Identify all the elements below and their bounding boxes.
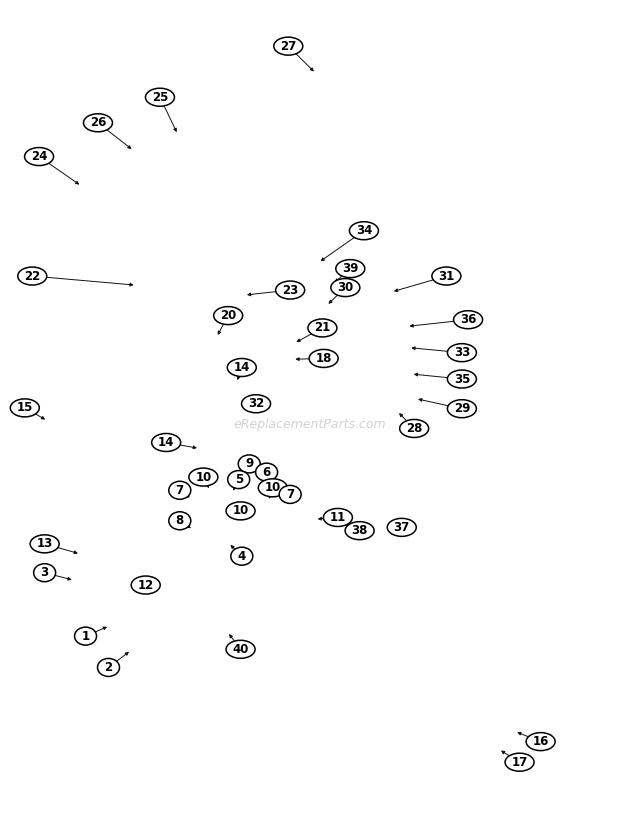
Ellipse shape (131, 576, 160, 594)
Text: 23: 23 (282, 283, 298, 297)
Text: 14: 14 (234, 361, 250, 374)
Ellipse shape (505, 753, 534, 771)
Text: 38: 38 (352, 524, 368, 537)
Ellipse shape (331, 279, 360, 297)
Ellipse shape (33, 564, 56, 582)
Ellipse shape (25, 147, 53, 166)
Text: 22: 22 (24, 269, 40, 283)
Ellipse shape (231, 547, 253, 565)
Ellipse shape (214, 307, 242, 325)
Text: 8: 8 (175, 514, 184, 527)
Ellipse shape (189, 468, 218, 486)
Ellipse shape (308, 319, 337, 337)
Ellipse shape (274, 37, 303, 55)
Text: 33: 33 (454, 346, 470, 359)
Text: 10: 10 (232, 504, 249, 517)
Ellipse shape (30, 535, 59, 553)
Text: 13: 13 (37, 537, 53, 550)
Ellipse shape (400, 419, 428, 438)
Text: 6: 6 (262, 466, 271, 479)
Text: 14: 14 (158, 436, 174, 449)
Ellipse shape (169, 512, 191, 530)
Ellipse shape (11, 399, 39, 417)
Text: 12: 12 (138, 578, 154, 592)
Text: 36: 36 (460, 313, 476, 326)
Ellipse shape (448, 400, 476, 418)
Text: 3: 3 (40, 566, 49, 579)
Ellipse shape (276, 281, 304, 299)
Text: 40: 40 (232, 643, 249, 656)
Text: 31: 31 (438, 269, 454, 283)
Ellipse shape (226, 640, 255, 658)
Text: 2: 2 (104, 661, 113, 674)
Ellipse shape (309, 349, 338, 368)
Text: 10: 10 (265, 481, 281, 494)
Ellipse shape (238, 455, 260, 473)
Ellipse shape (336, 260, 365, 278)
Ellipse shape (18, 267, 46, 285)
Text: 20: 20 (220, 309, 236, 322)
Text: 15: 15 (17, 401, 33, 414)
Text: 37: 37 (394, 521, 410, 534)
Text: 17: 17 (512, 756, 528, 769)
Text: 35: 35 (454, 372, 470, 386)
Ellipse shape (226, 502, 255, 520)
Ellipse shape (388, 518, 416, 536)
Ellipse shape (228, 471, 250, 489)
Text: 21: 21 (314, 321, 330, 335)
Text: 11: 11 (330, 511, 346, 524)
Ellipse shape (255, 463, 278, 481)
Text: 32: 32 (248, 397, 264, 410)
Text: 4: 4 (237, 550, 246, 563)
Ellipse shape (152, 433, 180, 452)
Ellipse shape (228, 358, 256, 377)
Text: 29: 29 (454, 402, 470, 415)
Text: 5: 5 (234, 473, 243, 486)
Ellipse shape (146, 88, 174, 106)
Text: 9: 9 (245, 457, 254, 471)
Ellipse shape (454, 311, 482, 329)
Ellipse shape (279, 485, 301, 503)
Text: 7: 7 (286, 488, 294, 501)
Ellipse shape (350, 222, 378, 240)
Text: 39: 39 (342, 262, 358, 275)
Ellipse shape (432, 267, 461, 285)
Text: 1: 1 (81, 630, 90, 643)
Ellipse shape (97, 658, 120, 677)
Text: 24: 24 (31, 150, 47, 163)
Ellipse shape (526, 733, 555, 751)
Text: 34: 34 (356, 224, 372, 237)
Ellipse shape (324, 508, 352, 527)
Text: 30: 30 (337, 281, 353, 294)
Text: 27: 27 (280, 40, 296, 53)
Text: 10: 10 (195, 471, 211, 484)
Text: 7: 7 (175, 484, 184, 497)
Text: 18: 18 (316, 352, 332, 365)
Ellipse shape (448, 370, 476, 388)
Ellipse shape (74, 627, 97, 645)
Ellipse shape (259, 479, 287, 497)
Text: 26: 26 (90, 116, 106, 129)
Ellipse shape (84, 114, 112, 132)
Text: eReplacementParts.com: eReplacementParts.com (234, 418, 386, 431)
Text: 28: 28 (406, 422, 422, 435)
Ellipse shape (169, 481, 191, 499)
Text: 25: 25 (152, 91, 168, 104)
Ellipse shape (448, 344, 476, 362)
Ellipse shape (345, 522, 374, 540)
Ellipse shape (242, 395, 270, 413)
Text: 16: 16 (533, 735, 549, 748)
